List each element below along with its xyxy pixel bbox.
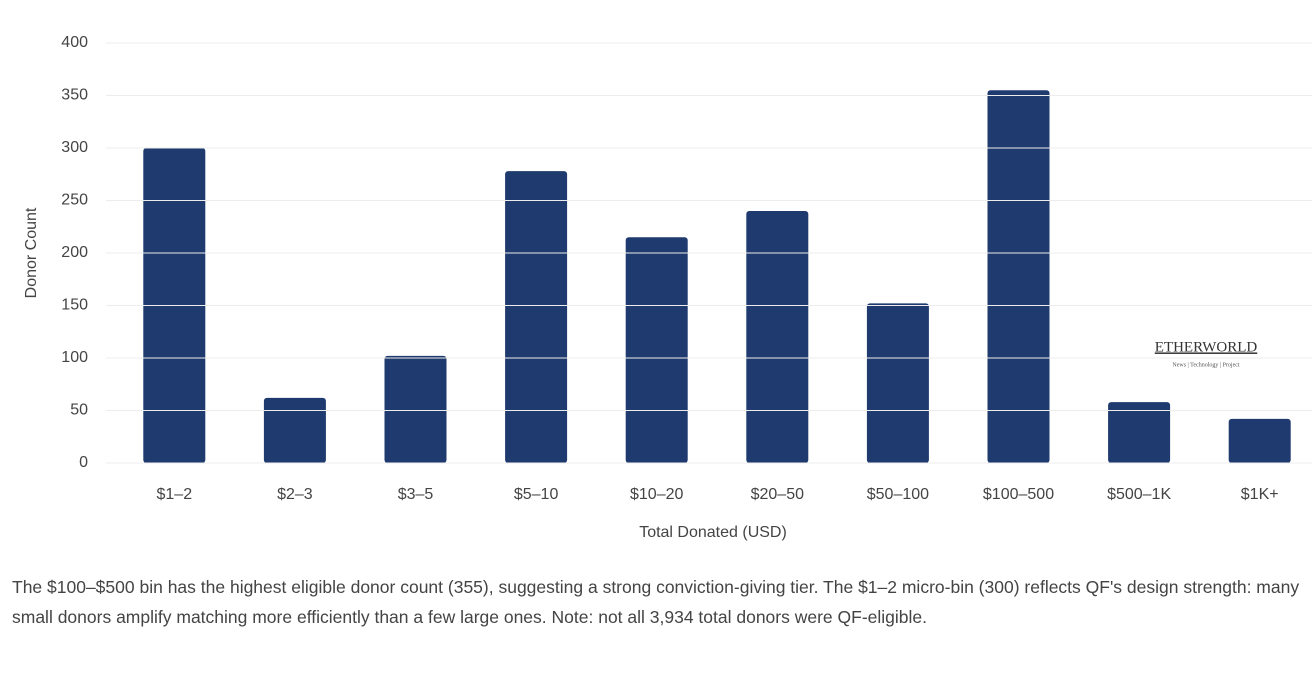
- x-tick-label: $500–1K: [1107, 486, 1171, 503]
- bar: [746, 211, 809, 463]
- x-tick-label: $3–5: [398, 486, 434, 503]
- x-tick-label: $1–2: [157, 486, 193, 503]
- bar: [384, 355, 447, 463]
- x-tick-label: $100–500: [983, 486, 1054, 503]
- y-axis-label: Donor Count: [23, 207, 40, 298]
- bar: [987, 90, 1050, 463]
- x-tick-label: $10–20: [630, 486, 683, 503]
- bar: [505, 171, 568, 463]
- watermark-subtitle: News | Technology | Project: [1172, 362, 1240, 368]
- x-tick-label: $5–10: [514, 486, 559, 503]
- chart: $1K+ $500–1K $100–500 $50–100 $20–50 $10–20 $5…: [23, 34, 1312, 541]
- x-tick-label: $1K+: [1241, 486, 1279, 503]
- x-axis-label: Total Donated (USD): [639, 524, 787, 541]
- y-tick-label: 0: [79, 454, 88, 471]
- bar: [866, 303, 929, 463]
- y-tick-label: 350: [61, 87, 88, 104]
- y-tick-label: 100: [61, 349, 88, 366]
- y-tick-label: 400: [61, 34, 88, 51]
- watermark-title: ETHERWORLD: [1155, 339, 1258, 355]
- caption: The $100–$500 bin has the highest eligib…: [12, 577, 1300, 627]
- bar: [1108, 402, 1171, 463]
- y-tick-label: 200: [61, 244, 88, 261]
- y-tick-label: 300: [61, 139, 88, 156]
- bar: [1228, 418, 1291, 463]
- x-tick-label: $50–100: [867, 486, 929, 503]
- x-tick-label: $20–50: [751, 486, 804, 503]
- y-tick-label: 150: [61, 297, 88, 314]
- bar: [263, 397, 326, 463]
- y-tick-label: 250: [61, 192, 88, 209]
- x-tick-label: $2–3: [277, 486, 313, 503]
- bar: [625, 237, 688, 463]
- y-tick-label: 50: [70, 402, 88, 419]
